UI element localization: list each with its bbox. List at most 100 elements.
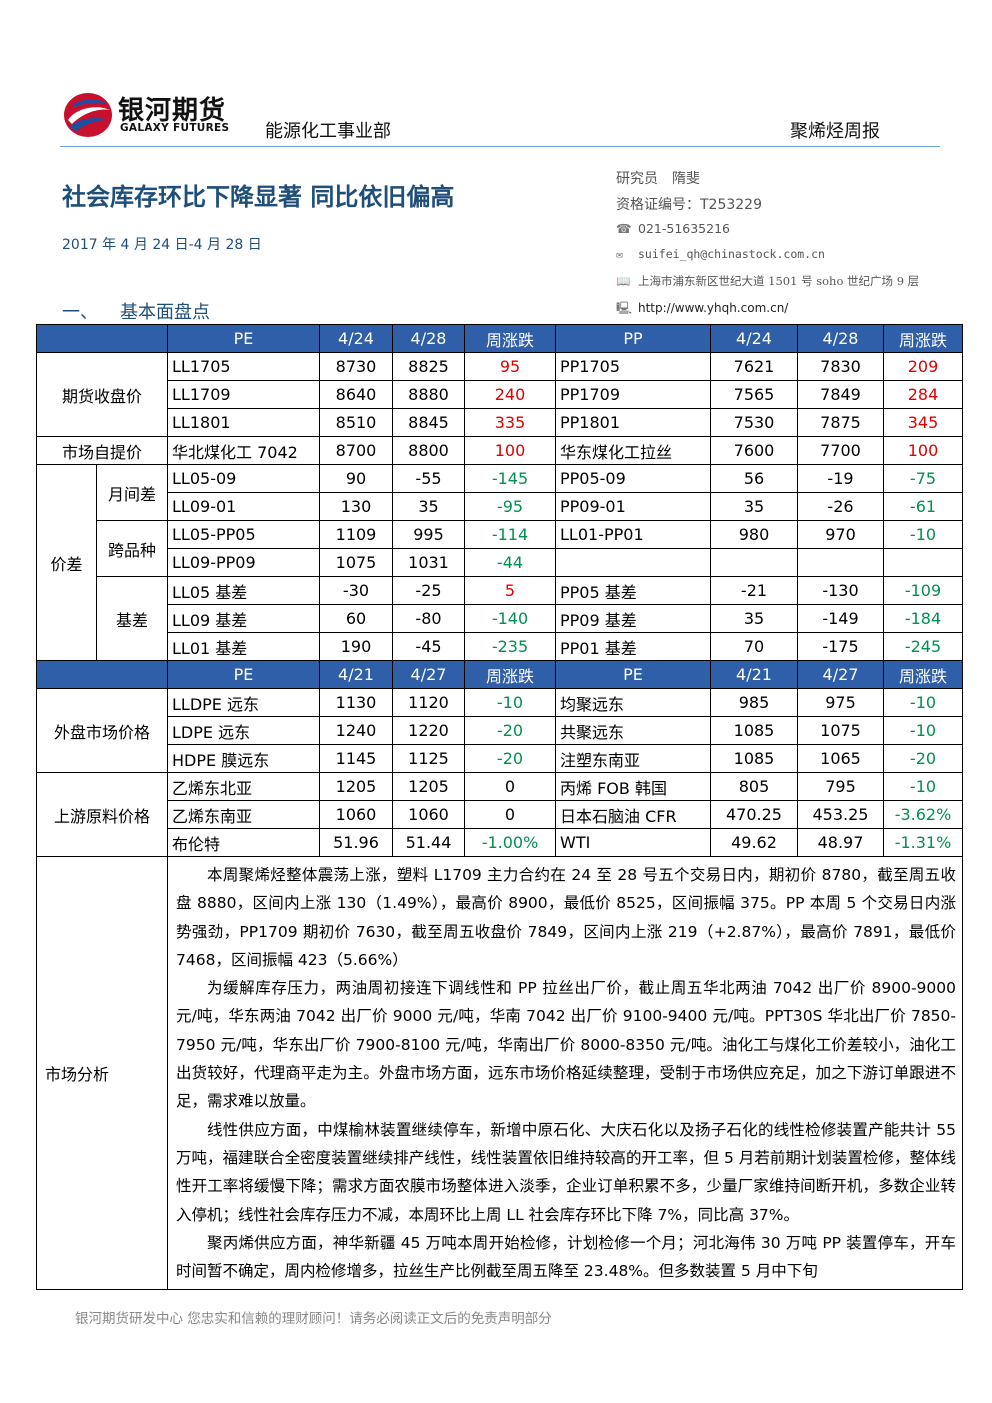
mail-icon: ✉ xyxy=(616,247,623,261)
change-cell: 0 xyxy=(464,800,556,829)
header-cell: 周涨跌 xyxy=(883,660,963,689)
header-blank-cell xyxy=(36,660,168,689)
row-label-cell: LL1801 xyxy=(167,408,320,437)
value-cell: 35 xyxy=(710,604,798,633)
table-row: 市场自提价 华北煤化工 7042 8700 8800 100 华东煤化工拉丝 7600 770… xyxy=(36,436,963,465)
value-cell: -19 xyxy=(797,464,884,493)
value-cell: 1031 xyxy=(392,548,465,577)
value-cell: 1205 xyxy=(392,772,465,801)
value-cell: 453.25 xyxy=(797,800,884,829)
website-line: 🖳 http://www.yhqh.com.cn/ xyxy=(616,299,788,320)
value-cell: 795 xyxy=(797,772,884,801)
table-row: 价差 月间差 LL05-09 90 -55 -145 PP05-09 56 -19 -75 xyxy=(36,464,963,661)
group-label-spread: 价差 xyxy=(36,464,97,661)
row-label-cell: PP05 基差 xyxy=(555,576,711,605)
row-label-cell: PP05-09 xyxy=(555,464,711,493)
value-cell: 1125 xyxy=(392,744,465,773)
value-cell: 805 xyxy=(710,772,798,801)
change-cell: -184 xyxy=(883,604,963,633)
value-cell: -80 xyxy=(392,604,465,633)
table-row: 跨品种 LL05-PP05 1109 995 -114 LL01-PP01 980 970 -1… xyxy=(37,520,963,577)
group-label-upstream: 上游原料价格 xyxy=(36,772,168,857)
change-cell: 335 xyxy=(464,408,556,437)
row-label-cell: 乙烯东南亚 xyxy=(167,800,320,829)
row-label-cell: 均聚远东 xyxy=(555,688,711,717)
value-cell: -21 xyxy=(710,576,798,605)
phone-number: 021-51635216 xyxy=(638,221,730,236)
row-label-cell: PP1705 xyxy=(555,352,711,381)
row-label-cell: WTI xyxy=(555,828,711,857)
change-cell: -44 xyxy=(464,548,556,577)
group-label-spot: 市场自提价 xyxy=(36,436,168,465)
value-cell: 980 xyxy=(710,520,798,549)
value-cell: 7700 xyxy=(797,436,884,465)
fundamentals-table: PE 4/24 4/28 周涨跌 PP 4/24 4/28 周涨跌 期货收盘价 LL1705 873… xyxy=(36,324,963,1291)
value-cell: 8825 xyxy=(392,352,465,381)
change-cell: -10 xyxy=(883,772,963,801)
header-cell: 4/27 xyxy=(797,660,884,689)
row-label-cell: LL05 基差 xyxy=(167,576,320,605)
office-address: 上海市浦东新区世纪大道 1501 号 soho 世纪广场 9 层 xyxy=(638,274,920,288)
table-row: 期货收盘价 LL1705 8730 8825 95 PP1705 7621 7830 209 xyxy=(36,352,963,437)
row-label-cell: PP09-01 xyxy=(555,492,711,521)
row-label-cell xyxy=(555,548,711,577)
table-row: LL09 基差 60 -80 -140 PP09 基差 35 -149 -184 xyxy=(37,604,963,633)
change-cell: -20 xyxy=(464,716,556,745)
header-divider xyxy=(60,146,940,147)
value-cell xyxy=(710,548,798,577)
email-address[interactable]: suifei_qh@chinastock.com.cn xyxy=(638,247,825,261)
table-row: HDPE 膜远东 1145 1125 -20 注塑东南亚 1085 1065 -20 xyxy=(37,744,963,773)
row-label-cell: HDPE 膜远东 xyxy=(167,744,320,773)
row-label-cell: LL1709 xyxy=(167,380,320,409)
change-cell: 95 xyxy=(464,352,556,381)
subgroup-label-cross: 跨品种 xyxy=(96,520,168,577)
value-cell: 7830 xyxy=(797,352,884,381)
row-label-cell: 乙烯东北亚 xyxy=(167,772,320,801)
value-cell: 8640 xyxy=(319,380,393,409)
value-cell: -175 xyxy=(797,632,884,661)
value-cell: -130 xyxy=(797,576,884,605)
value-cell: 8510 xyxy=(319,408,393,437)
value-cell: 7530 xyxy=(710,408,798,437)
value-cell: 35 xyxy=(392,492,465,521)
value-cell: 1240 xyxy=(319,716,393,745)
value-cell: -45 xyxy=(392,632,465,661)
row-label-cell: PP01 基差 xyxy=(555,632,711,661)
galaxy-futures-logo: 银河期货 GALAXY FUTURES xyxy=(62,90,252,140)
change-cell: -75 xyxy=(883,464,963,493)
value-cell: 8800 xyxy=(392,436,465,465)
value-cell: 8730 xyxy=(319,352,393,381)
row-label-cell: LDPE 远东 xyxy=(167,716,320,745)
change-cell: -95 xyxy=(464,492,556,521)
value-cell: 1075 xyxy=(797,716,884,745)
section-number: 一、 xyxy=(62,302,98,323)
computer-icon: 🖳 xyxy=(616,301,633,315)
analysis-paragraph: 本周聚烯烃整体震荡上涨，塑料 L1709 主力合约在 24 至 28 号五个交易… xyxy=(176,866,956,969)
change-cell: -235 xyxy=(464,632,556,661)
change-cell: -145 xyxy=(464,464,556,493)
change-cell: 209 xyxy=(883,352,963,381)
website-link[interactable]: http://www.yhqh.com.cn/ xyxy=(638,301,789,315)
section-title: 基本面盘点 xyxy=(120,302,210,323)
table-row: 布伦特 51.96 51.44 -1.00% WTI 49.62 48.97 -1.31% xyxy=(37,828,963,857)
value-cell: 1130 xyxy=(319,688,393,717)
row-label-cell: LL09-01 xyxy=(167,492,320,521)
table-row: LDPE 远东 1240 1220 -20 共聚远东 1085 1075 -10 xyxy=(37,716,963,745)
group-label-futures: 期货收盘价 xyxy=(36,352,168,437)
value-cell: 7600 xyxy=(710,436,798,465)
change-cell: 5 xyxy=(464,576,556,605)
change-cell: -10 xyxy=(883,520,963,549)
report-type-label: 聚烯烃周报 xyxy=(790,121,880,142)
header-cell: 周涨跌 xyxy=(464,660,556,689)
value-cell: 1120 xyxy=(392,688,465,717)
value-cell: -25 xyxy=(392,576,465,605)
value-cell: 1109 xyxy=(319,520,393,549)
header-cell: 4/28 xyxy=(392,324,465,353)
value-cell: -30 xyxy=(319,576,393,605)
row-label-cell: PP1801 xyxy=(555,408,711,437)
value-cell: -149 xyxy=(797,604,884,633)
value-cell: 1075 xyxy=(319,548,393,577)
change-cell: 345 xyxy=(883,408,963,437)
change-cell: -10 xyxy=(464,688,556,717)
department-label: 能源化工事业部 xyxy=(265,121,391,142)
